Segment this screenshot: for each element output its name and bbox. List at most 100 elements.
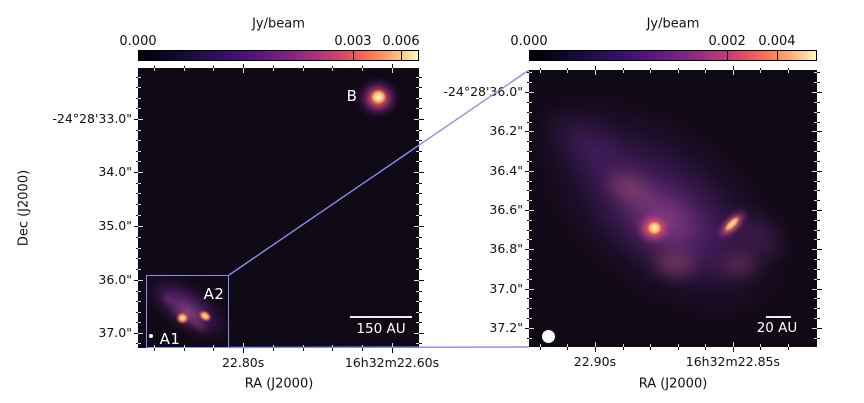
ra-tick	[243, 348, 245, 353]
colorbar-tick-label: 0.004	[758, 34, 796, 49]
ra-tick	[650, 347, 652, 350]
dec-tick	[419, 332, 424, 334]
ra-tick	[760, 347, 762, 350]
dec-tick-label: 37.0"	[98, 324, 132, 340]
left-colorbar-title: Jy/beam	[252, 16, 305, 32]
colorbar-tick-label: 0.003	[334, 34, 372, 49]
source-b-label: B	[346, 87, 358, 105]
dec-tick	[817, 72, 820, 74]
left-map-panel: B A2 A1 150 AU	[138, 68, 419, 348]
dec-tick	[419, 171, 424, 173]
colorbar-tick-label: 0.002	[708, 34, 746, 49]
dec-tick	[419, 182, 422, 184]
dec-tick	[419, 236, 422, 238]
ra-tick	[362, 348, 364, 351]
left-dec-axis-title: Dec (J2000)	[16, 169, 32, 247]
ra-tick-label: 16h32m22.60s	[344, 355, 440, 370]
source-a1-label: A1	[159, 330, 181, 348]
dec-tick	[817, 327, 822, 329]
ra-tick	[567, 347, 569, 350]
dec-tick	[419, 97, 422, 99]
colorbar-tick-label: 0.000	[510, 34, 548, 49]
dec-tick-label: -24°28'33.0"	[52, 110, 132, 126]
dec-tick	[419, 118, 424, 120]
dec-tick	[817, 288, 822, 290]
dec-tick	[419, 301, 422, 303]
dec-tick	[817, 249, 822, 251]
ra-tick	[594, 347, 596, 352]
dec-tick	[817, 219, 820, 221]
left-ra-axis-title: RA (J2000)	[244, 376, 314, 392]
ra-tick	[622, 347, 624, 350]
right-scalebar-label: 20 AU	[756, 320, 798, 336]
colorbar-tick-label: 0.000	[119, 34, 157, 49]
right-colorbar-title: Jy/beam	[646, 16, 700, 32]
dec-tick	[419, 269, 422, 271]
dec-tick	[817, 160, 820, 162]
dec-tick	[817, 180, 820, 182]
colorbar-tick-label: 0.006	[382, 34, 420, 49]
dec-tick	[817, 200, 820, 202]
dec-tick	[419, 225, 424, 227]
dec-tick	[817, 278, 820, 280]
ra-tick-label: 22.80s	[221, 355, 265, 370]
dec-tick	[817, 82, 820, 84]
dec-tick	[419, 311, 422, 313]
ra-tick-label: 16h32m22.85s	[685, 354, 780, 369]
dec-tick	[817, 131, 822, 133]
dec-tick	[817, 337, 820, 339]
left-colorbar	[138, 50, 419, 61]
dec-tick	[419, 161, 422, 163]
ra-tick	[732, 347, 734, 352]
right-map-panel: 20 AU	[529, 70, 817, 347]
right-colorbar	[529, 50, 817, 61]
dec-tick	[817, 239, 820, 241]
dec-tick	[817, 190, 820, 192]
dec-tick	[817, 318, 820, 320]
dec-tick	[419, 215, 422, 217]
ra-tick	[392, 348, 394, 353]
dec-tick	[817, 259, 820, 261]
ra-tick	[183, 348, 185, 351]
dec-tick	[419, 140, 422, 142]
ra-tick	[677, 347, 679, 350]
right-ra-axis-title: RA (J2000)	[638, 376, 708, 392]
dec-tick	[817, 308, 820, 310]
dec-tick	[817, 121, 820, 123]
dec-tick-label: 36.0"	[98, 271, 132, 287]
ra-tick	[302, 348, 304, 351]
dec-tick	[817, 151, 820, 153]
left-scalebar	[350, 316, 412, 318]
dec-tick	[817, 111, 820, 113]
right-beam-indicator	[542, 330, 555, 343]
ra-tick	[705, 347, 707, 350]
dec-tick	[419, 322, 422, 324]
source-a2-label: A2	[203, 285, 225, 303]
dec-tick	[419, 290, 422, 292]
dec-tick	[817, 141, 820, 143]
dec-tick	[817, 101, 820, 103]
dec-tick	[419, 193, 422, 195]
dec-tick	[419, 247, 422, 249]
dec-tick	[419, 87, 422, 89]
dec-tick	[817, 229, 820, 231]
dec-tick	[817, 170, 822, 172]
ra-tick	[539, 347, 541, 350]
dec-tick	[817, 209, 822, 211]
ra-tick	[153, 348, 155, 351]
right-scalebar	[766, 316, 791, 318]
dec-tick	[419, 76, 422, 78]
ra-tick	[788, 347, 790, 350]
left-beam-indicator	[149, 334, 153, 338]
dec-tick	[419, 150, 422, 152]
dec-tick	[419, 108, 422, 110]
dec-tick	[419, 129, 422, 131]
ra-tick-label: 22.90s	[573, 354, 617, 369]
dec-tick	[419, 279, 424, 281]
dec-tick	[419, 204, 422, 206]
ra-tick	[332, 348, 334, 351]
dec-tick	[419, 258, 422, 260]
zoom-inset-box	[146, 275, 229, 348]
dec-tick	[817, 92, 822, 94]
